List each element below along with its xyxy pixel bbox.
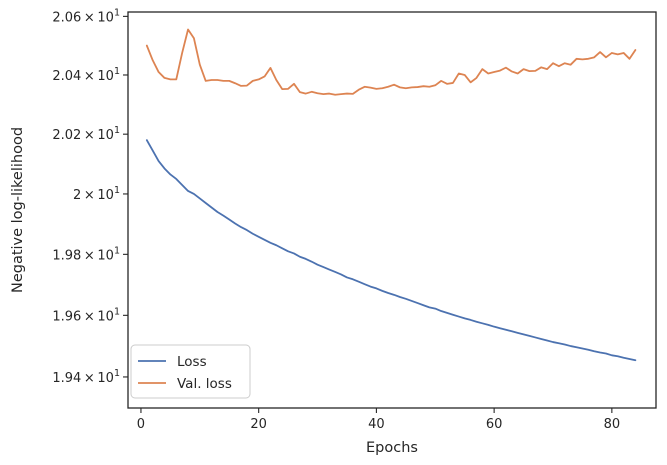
y-tick-label: 1.94 × 101: [52, 368, 120, 386]
x-tick-label: 60: [486, 417, 503, 432]
plot-frame: [127, 11, 657, 409]
series-line-val-loss: [145, 28, 637, 96]
x-tick-label: 0: [137, 417, 145, 432]
y-tick-label: 2.06 × 101: [52, 7, 120, 25]
y-tick-label: 1.98 × 101: [52, 245, 120, 263]
x-axis-label: Epochs: [366, 440, 418, 456]
legend-box: [130, 344, 251, 399]
y-tick-label: 2.04 × 101: [52, 66, 120, 84]
x-tick-label: 40: [368, 417, 385, 432]
series-line-loss: [145, 139, 637, 362]
y-axis: 1.94 × 101 1.96 × 101 1.98 × 101 2 × 101 2.0…: [52, 7, 128, 386]
y-tick-label: 2.02 × 101: [52, 125, 120, 143]
x-axis: 0 20 40 60 80: [137, 408, 620, 432]
legend: Loss Val. loss: [130, 344, 251, 399]
legend-label-val-loss: Val. loss: [177, 376, 232, 392]
x-tick-label: 80: [604, 417, 621, 432]
series-layer: [145, 28, 637, 362]
y-axis-label: Negative log-likelihood: [10, 127, 26, 293]
x-tick-label: 20: [250, 417, 267, 432]
y-tick-label: 2 × 101: [73, 185, 120, 203]
legend-label-loss: Loss: [177, 354, 207, 370]
y-tick-label: 1.96 × 101: [52, 306, 120, 324]
